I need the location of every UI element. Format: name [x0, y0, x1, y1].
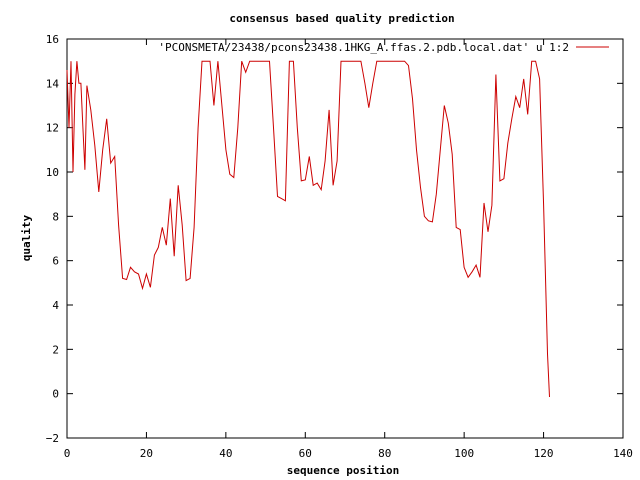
y-tick-label: 6	[52, 255, 59, 268]
x-tick-label: 100	[454, 447, 474, 460]
y-tick-label: 12	[46, 122, 59, 135]
legend-label: 'PCONSMETA/23438/pcons23438.1HKG_A.ffas.…	[158, 41, 569, 54]
y-tick-label: 16	[46, 33, 59, 46]
y-tick-label: −2	[46, 432, 59, 445]
series-line	[66, 60, 550, 398]
plot-area: −2 0 2 4 6 8 10 12 14 16 0 20 40 60 80 100 120 140	[46, 33, 633, 460]
y-axis-label: quality	[20, 214, 33, 261]
x-tick-label: 60	[299, 447, 312, 460]
y-tick-label: 8	[52, 210, 59, 223]
y-tick-label: 0	[52, 388, 59, 401]
chart-title: consensus based quality prediction	[229, 12, 454, 25]
x-axis-label: sequence position	[287, 464, 400, 477]
plot-frame	[66, 38, 624, 439]
x-tick-label: 120	[534, 447, 554, 460]
x-tick-label: 0	[64, 447, 71, 460]
x-tick-label: 20	[140, 447, 153, 460]
x-tick-label: 40	[219, 447, 232, 460]
y-tick-label: 2	[52, 343, 59, 356]
y-tick-label: 10	[46, 166, 59, 179]
x-tick-label: 80	[378, 447, 391, 460]
x-tick-label: 140	[613, 447, 633, 460]
y-tick-label: 4	[52, 299, 59, 312]
y-tick-label: 14	[46, 77, 60, 90]
